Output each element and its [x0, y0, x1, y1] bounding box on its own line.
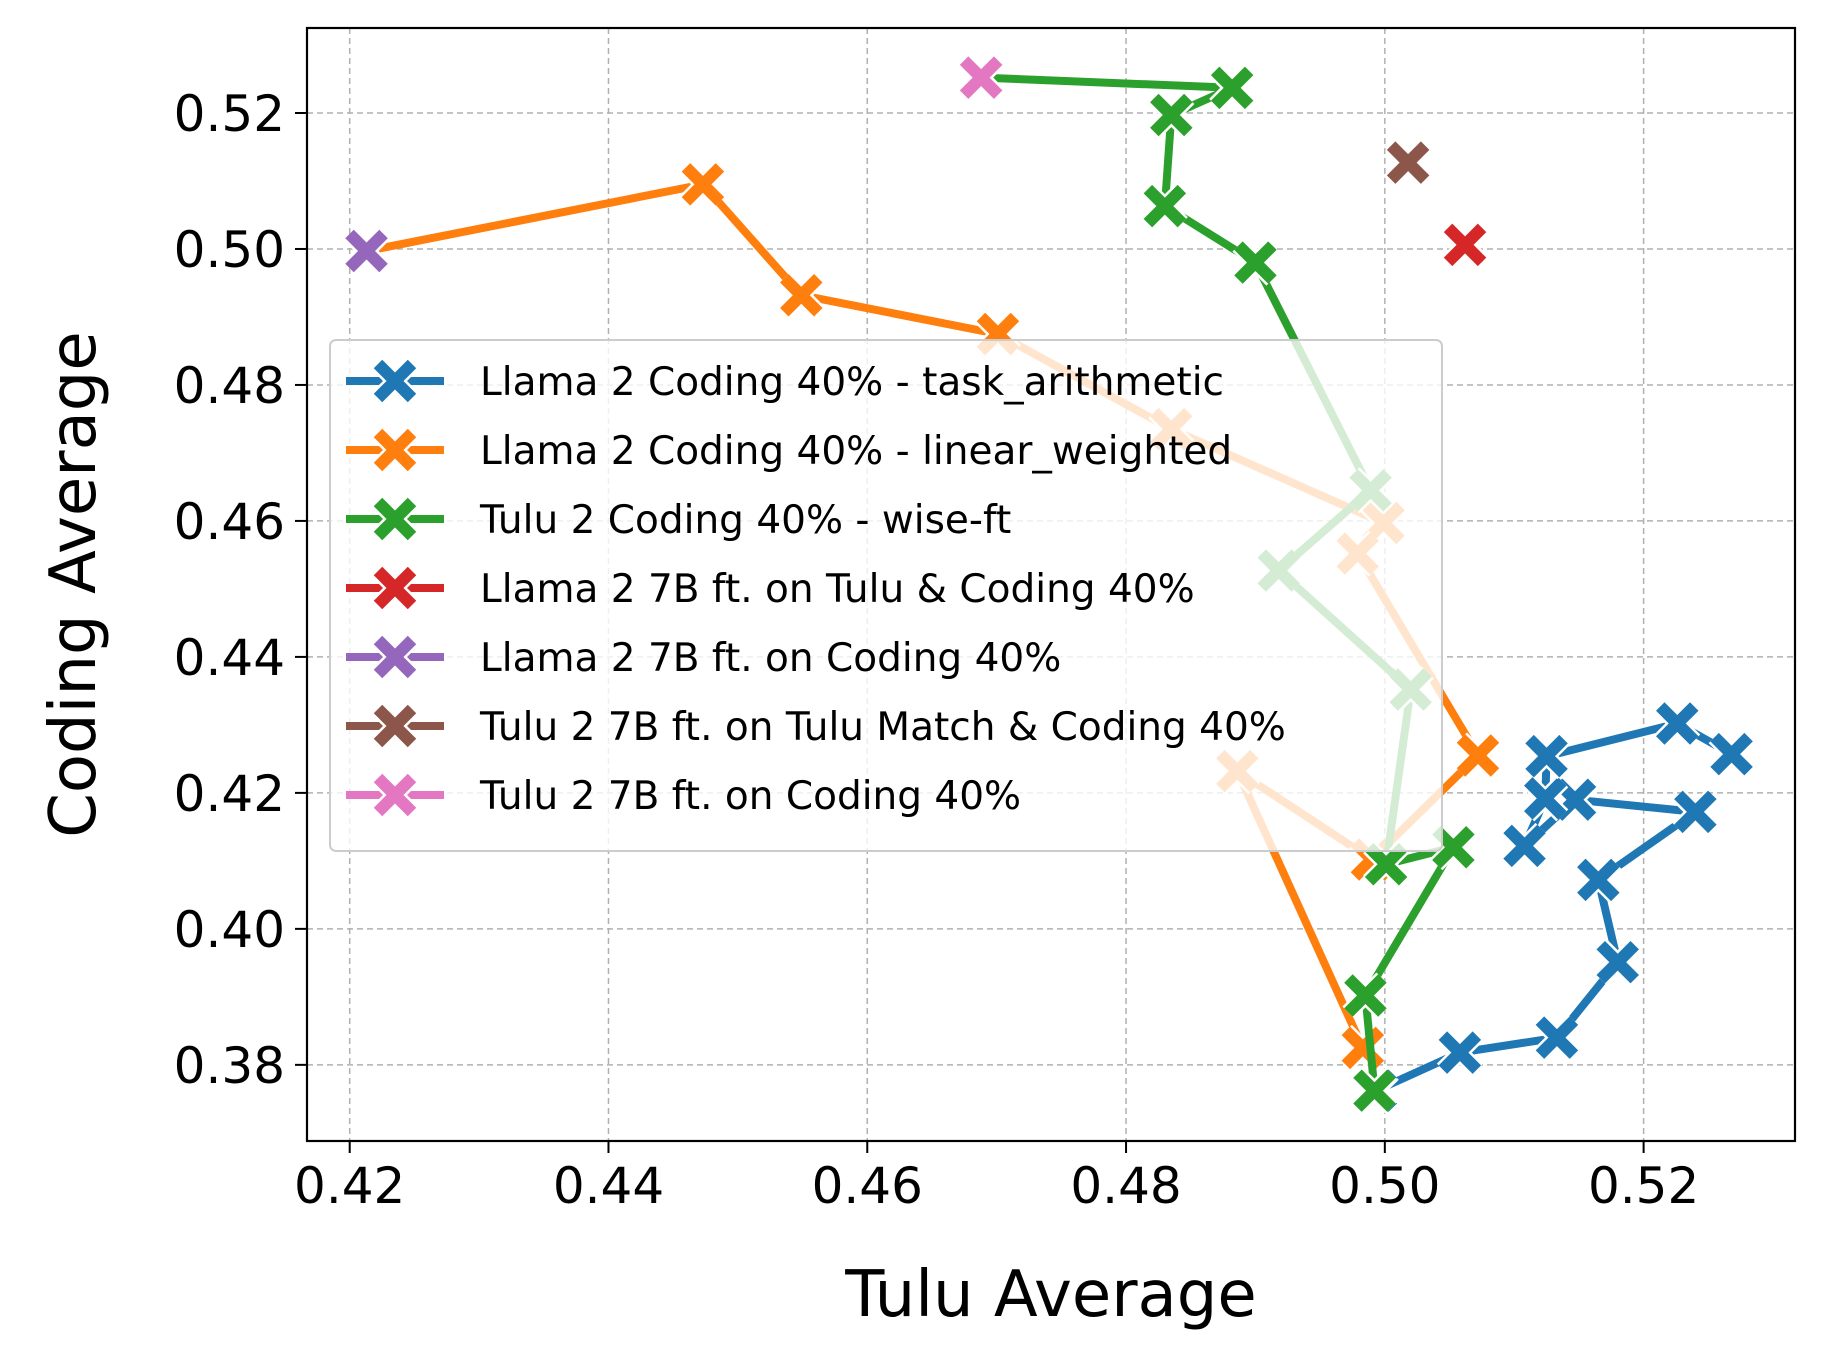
x-tick-label: 0.42	[294, 1157, 405, 1215]
data-point	[958, 54, 1005, 101]
data-point	[1575, 856, 1622, 903]
legend-label: Llama 2 7B ft. on Tulu & Coding 40%	[480, 567, 1195, 612]
legend-label: Tulu 2 Coding 40% - wise-ft	[479, 498, 1011, 543]
y-tick-label: 0.44	[174, 629, 285, 687]
legend-x-icon	[371, 633, 419, 681]
data-point	[1385, 139, 1432, 186]
legend-frame	[329, 339, 1443, 852]
legend-x-icon	[371, 495, 419, 543]
data-point	[1148, 92, 1195, 139]
x-tick-label: 0.46	[812, 1157, 923, 1215]
series-line	[1371, 719, 1736, 1095]
series-5	[343, 227, 390, 275]
data-point	[679, 161, 726, 208]
series-4	[1442, 221, 1489, 268]
legend-label: Llama 2 7B ft. on Coding 40%	[480, 636, 1061, 681]
data-point	[1342, 972, 1389, 1019]
x-tick-label: 0.44	[553, 1157, 664, 1215]
data-point	[1654, 700, 1701, 747]
data-point	[778, 272, 825, 319]
y-tick-label: 0.38	[174, 1037, 285, 1095]
series-3	[958, 54, 1477, 1114]
x-tick-label: 0.48	[1070, 1157, 1181, 1215]
axis-ticks: 0.42 0.44 0.46 0.48 0.50 0.52 0.38 0.40 0.42 0.44…	[174, 85, 1700, 1215]
data-point	[1594, 939, 1641, 986]
y-tick-label: 0.48	[174, 357, 285, 415]
legend-x-icon	[371, 702, 419, 750]
legend-x-icon	[371, 357, 419, 405]
y-axis-label: Coding Average	[37, 331, 111, 838]
legend-entry: Tulu 2 7B ft. on Tulu Match & Coding 40%	[346, 702, 1286, 750]
legend-x-icon	[371, 564, 419, 612]
legend-entry: Tulu 2 7B ft. on Coding 40%	[346, 771, 1021, 819]
y-tick-label: 0.50	[174, 221, 285, 279]
series-7	[958, 54, 1005, 101]
data-point	[1708, 731, 1755, 778]
legend-label: Tulu 2 7B ft. on Coding 40%	[479, 774, 1021, 819]
axes-frame	[305, 26, 1797, 1143]
data-point	[1442, 221, 1489, 268]
x-tick-label: 0.52	[1588, 1157, 1699, 1215]
data-point	[343, 227, 390, 275]
data-point	[1533, 1014, 1580, 1061]
y-tick-label: 0.40	[174, 901, 285, 959]
legend-label: Llama 2 Coding 40% - task_arithmetic	[480, 360, 1224, 405]
data-point	[1436, 1029, 1483, 1076]
y-tick-label: 0.52	[174, 85, 285, 143]
legend-entry: Llama 2 7B ft. on Tulu & Coding 40%	[346, 564, 1195, 612]
legend-entry: Llama 2 Coding 40% - linear_weighted	[346, 426, 1232, 474]
y-tick-label: 0.46	[174, 493, 285, 551]
data-point	[1454, 732, 1502, 779]
data-point	[1501, 822, 1548, 869]
legend-x-icon	[371, 771, 419, 819]
data-point	[1363, 841, 1410, 888]
legend-label: Tulu 2 7B ft. on Tulu Match & Coding 40%	[479, 705, 1286, 750]
legend-entry: Llama 2 7B ft. on Coding 40%	[346, 633, 1061, 681]
data-point	[1523, 733, 1570, 780]
data-point	[1232, 239, 1279, 286]
x-axis-label: Tulu Average	[844, 1258, 1256, 1332]
y-tick-label: 0.42	[174, 765, 285, 823]
legend-entry: Llama 2 Coding 40% - task_arithmetic	[346, 357, 1224, 405]
series-6	[1385, 139, 1432, 186]
legend-entry: Tulu 2 Coding 40% - wise-ft	[346, 495, 1011, 543]
data-point	[1351, 1067, 1398, 1114]
legend-label: Llama 2 Coding 40% - linear_weighted	[480, 429, 1232, 474]
legend-x-icon	[371, 426, 419, 474]
data-point	[1141, 183, 1188, 230]
data-point	[1522, 775, 1569, 822]
legend: Llama 2 Coding 40% - task_arithmetic Llam…	[329, 339, 1443, 852]
data-point	[1209, 64, 1256, 111]
data-point	[1672, 788, 1719, 835]
x-tick-label: 0.50	[1329, 1157, 1440, 1215]
